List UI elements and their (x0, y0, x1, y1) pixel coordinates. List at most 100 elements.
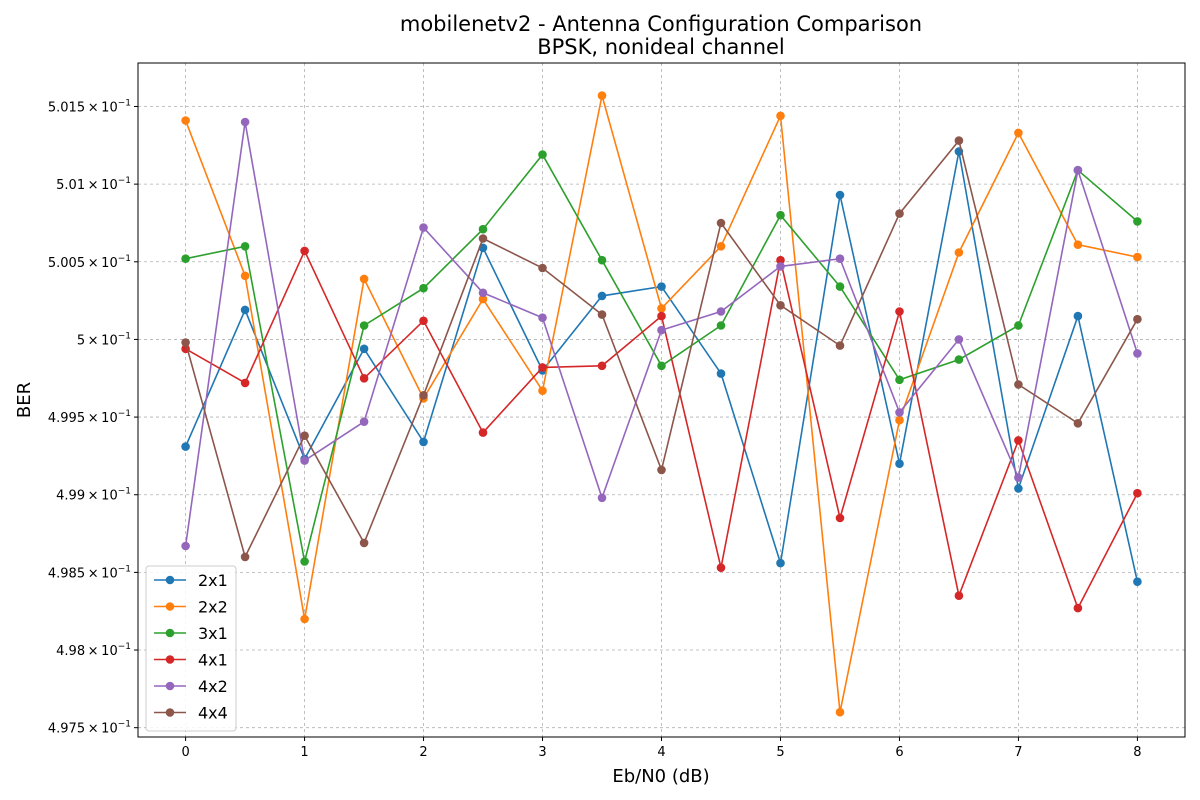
data-point-2x2 (954, 248, 964, 257)
data-point-4x1 (478, 428, 488, 437)
data-point-4x4 (478, 234, 488, 243)
chart-title: mobilenetv2 - Antenna Configuration Comp… (400, 12, 922, 36)
legend-swatch-marker (165, 575, 175, 585)
x-tick-label: 4 (657, 745, 665, 760)
legend-swatch-marker (165, 628, 175, 638)
y-axis-label: BER (14, 382, 35, 418)
series-4x2 (181, 117, 1142, 551)
y-tick-label: 4.985 × 10−1 (48, 564, 131, 581)
y-tick-label: 5.005 × 10−1 (48, 254, 131, 271)
data-point-4x1 (895, 307, 904, 316)
data-point-4x4 (181, 338, 190, 347)
axes: 0 1 2 3 4 5 6 7 8 4.975 × 10−1 4.98 × 10−1 4.985 × … (48, 98, 1142, 760)
legend-label: 2x1 (198, 571, 228, 590)
series-4x1 (181, 246, 1142, 613)
data-point-4x2 (1014, 473, 1023, 482)
data-point-4x2 (835, 254, 845, 263)
data-point-4x4 (716, 218, 726, 228)
legend-label: 2x2 (198, 598, 228, 617)
data-point-4x2 (300, 456, 309, 465)
data-point-2x1 (895, 459, 904, 469)
data-point-4x2 (419, 223, 428, 232)
data-point-2x1 (419, 437, 428, 447)
data-point-4x4 (1133, 314, 1142, 324)
data-point-4x4 (895, 209, 904, 218)
data-point-4x4 (359, 538, 369, 548)
data-point-4x4 (538, 263, 547, 273)
data-point-4x1 (597, 361, 607, 371)
data-point-4x4 (597, 310, 607, 319)
x-tick-label: 0 (181, 745, 189, 760)
legend-swatch-marker (165, 602, 175, 611)
data-point-3x1 (419, 283, 428, 293)
data-point-4x1 (657, 311, 666, 321)
data-point-4x2 (478, 288, 488, 298)
y-tick-label: 4.975 × 10−1 (48, 720, 131, 737)
data-point-2x2 (538, 386, 547, 396)
data-point-4x1 (359, 374, 369, 383)
x-tick-label: 5 (776, 745, 784, 760)
legend-swatch-marker (165, 655, 175, 664)
legend-label: 4x4 (198, 704, 228, 723)
data-point-2x1 (240, 305, 250, 315)
data-point-4x1 (835, 513, 845, 523)
data-point-3x1 (716, 321, 726, 330)
data-point-3x1 (538, 150, 547, 159)
y-tick-label: 5.01 × 10−1 (56, 176, 131, 193)
legend: 2x1 2x2 3x1 4x1 4x2 4x4 (145, 565, 237, 732)
data-point-2x2 (1073, 240, 1083, 249)
legend-swatch-marker (165, 708, 175, 717)
data-point-4x4 (954, 136, 964, 145)
legend-item-2x2: 2x2 (154, 598, 228, 617)
data-point-4x2 (181, 541, 190, 551)
chart-subtitle: BPSK, nonideal channel (537, 35, 785, 59)
data-point-4x2 (538, 313, 547, 323)
data-point-2x2 (895, 415, 904, 425)
data-point-3x1 (954, 355, 964, 364)
data-point-3x1 (776, 210, 785, 220)
x-axis-label: Eb/N0 (dB) (612, 766, 709, 787)
data-point-3x1 (657, 361, 666, 371)
data-point-2x1 (835, 190, 845, 200)
data-point-3x1 (240, 242, 250, 251)
data-point-2x2 (716, 242, 726, 251)
data-point-4x4 (1014, 380, 1023, 389)
series-line-2x2 (184, 95, 1138, 713)
data-point-3x1 (300, 557, 309, 566)
legend-label: 4x2 (198, 677, 228, 696)
data-point-4x1 (240, 378, 250, 388)
y-tick-label: 4.99 × 10−1 (56, 487, 131, 504)
data-point-2x1 (716, 369, 726, 378)
data-point-2x1 (776, 558, 785, 568)
data-point-2x1 (1133, 577, 1142, 586)
data-point-4x2 (776, 262, 785, 271)
y-tick-label: 4.995 × 10−1 (48, 409, 131, 426)
x-tick-label: 2 (419, 745, 427, 760)
data-point-2x2 (776, 111, 785, 121)
legend-item-2x1: 2x1 (154, 571, 228, 590)
data-point-4x1 (1014, 436, 1023, 445)
data-point-3x1 (359, 321, 369, 330)
legend-item-4x2: 4x2 (154, 677, 228, 696)
x-tick-label: 7 (1014, 745, 1022, 760)
data-point-2x2 (300, 614, 309, 624)
data-point-3x1 (1133, 217, 1142, 226)
data-point-4x2 (1073, 165, 1083, 175)
data-point-2x1 (1073, 311, 1083, 321)
x-tick-label: 3 (538, 745, 546, 760)
data-point-2x2 (181, 116, 190, 125)
data-point-4x1 (776, 255, 785, 265)
data-point-4x1 (538, 363, 547, 372)
data-point-2x2 (359, 274, 369, 284)
data-point-3x1 (478, 224, 488, 234)
x-tick-label: 8 (1133, 745, 1141, 760)
data-point-4x1 (419, 316, 428, 326)
grid-lines (138, 63, 1185, 737)
data-point-4x4 (300, 431, 309, 441)
y-tick-label: 4.98 × 10−1 (56, 642, 131, 659)
x-tick-label: 6 (895, 745, 903, 760)
data-point-4x2 (359, 417, 369, 427)
data-point-4x1 (954, 591, 964, 600)
legend-item-4x1: 4x1 (154, 651, 228, 670)
